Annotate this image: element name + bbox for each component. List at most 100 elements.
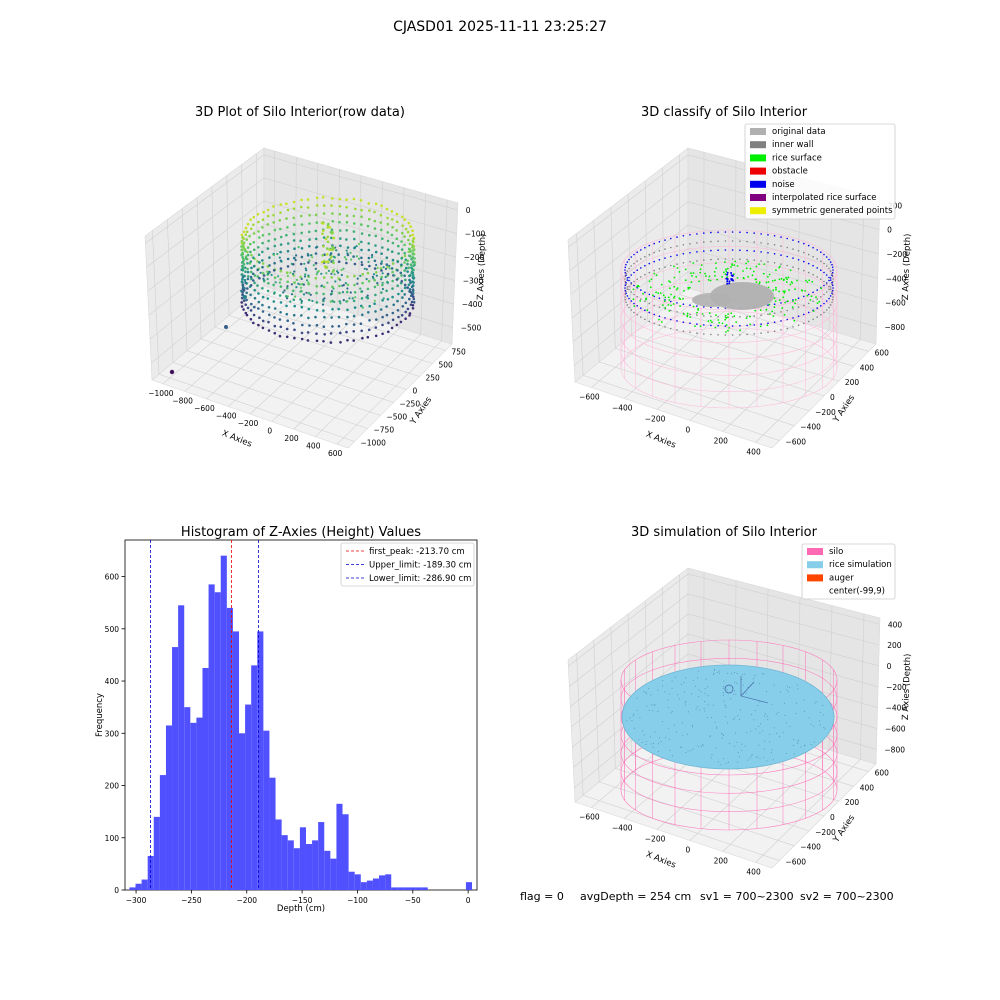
classify-wall-point [797,306,800,309]
classify-wall-point [792,239,794,241]
classify-wall-point [710,249,712,252]
classify-wall-point [710,231,712,234]
raw-point [250,266,253,270]
raw-point [246,253,250,257]
classify-wall-point [816,258,818,260]
raw-point [278,334,282,338]
classify-wall-point [829,295,832,297]
classify-wall-point [820,278,822,281]
raw-point [320,272,323,275]
classify-wall-point [644,264,646,267]
raw-point [373,299,376,302]
classify-rice-point [783,313,786,316]
raw-point [249,309,253,312]
x-gridline [755,193,865,443]
raw-point [261,241,264,245]
classify-rice-point [806,294,809,297]
classify-wall-point [658,268,661,270]
sim-rice-texture [777,711,779,713]
classify-noise-point [726,282,729,285]
raw-point [380,252,383,255]
classify-rice-point [664,296,667,299]
classify-wall-point [746,249,748,252]
histogram-y-tick-label: 100 [105,834,120,843]
classify-wall-point [753,315,755,317]
histogram-bar [403,887,410,890]
x-gridline [315,193,426,437]
raw-point [300,231,304,235]
raw-point [361,290,364,293]
raw-point [353,291,357,294]
classify-wall-point [648,311,651,314]
raw-point [408,254,411,258]
sim-rice-texture [732,693,734,695]
x-tick-label: 400 [746,868,761,877]
sim-rice-texture [730,673,732,675]
raw-point [246,222,250,226]
raw-point [300,223,304,226]
classify-rice-point [768,273,771,276]
x-gridline [722,185,833,432]
histogram-bar [178,605,185,890]
sim-rice-texture [631,720,633,722]
classify-rice-point [765,281,768,284]
raw-point [241,277,244,281]
raw-point [368,304,372,308]
raw-point [371,253,374,257]
classify-rice-point [731,263,733,265]
histogram-bar [184,707,191,890]
raw-point [406,307,410,311]
raw-point [366,294,369,297]
simulation-3d-panel: 3D simulation of Silo Interior −600−400−… [567,525,913,877]
raw-point [299,298,302,301]
raw-point [279,278,282,281]
raw-point [408,312,412,315]
raw-point [315,221,319,224]
z-gridline [148,223,455,316]
raw-point [293,304,297,308]
raw-point [258,316,261,320]
raw-point [299,205,303,209]
raw-point [391,270,394,274]
raw-point [374,234,378,238]
classify-wall-point [786,264,788,267]
legend-label: center(-99,9) [829,587,885,597]
histogram-bar [409,887,416,890]
raw-point [242,289,246,292]
raw-point [320,221,324,224]
classify-wall-point [803,260,805,263]
classify-wall-point [767,243,769,245]
raw-point [368,217,371,221]
classify-wall-point [773,253,776,255]
raw-point [403,254,407,258]
sim-rice-texture [754,709,756,711]
raw-point [286,208,290,212]
classify-wall-point [626,286,629,288]
sim-rice-texture [726,672,728,674]
raw-point [321,232,324,235]
classify-wall-point [807,253,810,256]
raw-point [286,297,289,300]
classify-wall-point [628,267,630,270]
sim-rice-texture [722,692,724,694]
z-gridline [146,177,457,268]
classify-noise-point [731,275,734,277]
raw-point [246,250,249,254]
sim-rice-texture [648,709,650,711]
classify-wall-point [773,330,776,333]
raw-point [266,208,270,212]
sim-rice-texture [786,689,788,691]
sim-rice-texture [680,746,682,748]
x-gridline [249,175,362,415]
raw-point [384,275,387,279]
sim-rice-texture [684,702,686,704]
legend-swatch [750,128,766,135]
classify-wall-point [828,258,830,261]
histogram-bar [220,555,227,890]
classify-rice-point [683,313,685,315]
classify-rice-point [733,264,736,266]
raw-point [273,292,276,295]
raw-point [244,226,248,230]
classify-rice-point [658,318,660,321]
raw-point [380,291,383,294]
